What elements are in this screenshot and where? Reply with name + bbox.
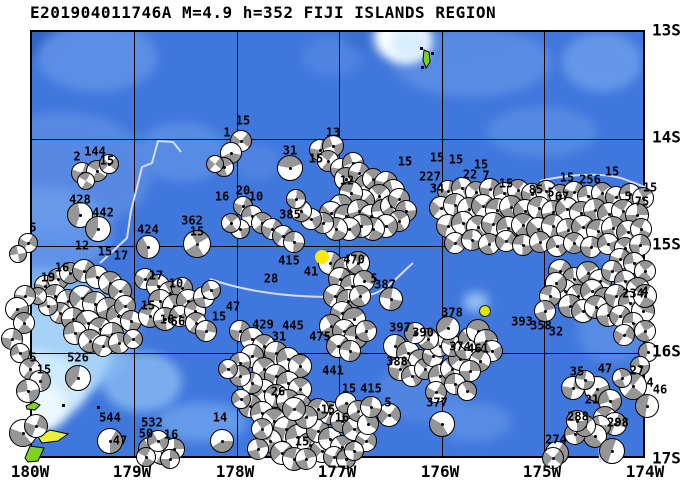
- axis-label-longitude: 177W: [317, 462, 357, 481]
- axis-label-longitude: 176W: [420, 462, 460, 481]
- axis-label-latitude: 16S: [652, 341, 681, 361]
- axis-label-longitude: 174W: [625, 462, 665, 481]
- focal-mechanism-beachball: [10, 343, 30, 363]
- beachball-center-dot: [18, 351, 22, 355]
- grid-line-vertical: [134, 32, 135, 456]
- beachball-center-dot: [22, 321, 26, 325]
- grid-line-horizontal: [32, 246, 643, 247]
- beachball-center-dot: [23, 294, 27, 298]
- bathymetry-patch: [592, 192, 643, 272]
- bathymetry-patch: [487, 107, 597, 157]
- axis-label-longitude: 180W: [10, 462, 50, 481]
- depth-label: 46: [652, 382, 668, 397]
- grid-line-vertical: [442, 32, 443, 456]
- bathymetry-patch: [463, 292, 489, 312]
- axis-label-latitude: 14S: [652, 127, 681, 147]
- bathymetry-patch: [232, 144, 282, 180]
- map-frame: [30, 30, 645, 458]
- focal-mechanism-beachball: [1, 328, 23, 350]
- grid-line-vertical: [237, 32, 238, 456]
- beachball-center-dot: [646, 350, 650, 354]
- focal-mechanism-beachball: [9, 245, 27, 263]
- axis-label-longitude: 178W: [215, 462, 255, 481]
- focal-mechanism-beachball: [5, 297, 29, 321]
- axis-label-latitude: 17S: [652, 448, 681, 468]
- bathymetry-patch: [157, 402, 247, 442]
- grid-line-horizontal: [32, 139, 643, 140]
- grid-line-vertical: [339, 32, 340, 456]
- axis-label-latitude: 15S: [652, 234, 681, 254]
- axis-label-longitude: 179W: [112, 462, 152, 481]
- page-title: E201904011746A M=4.9 h=352 FIJI ISLANDS …: [30, 3, 497, 22]
- axis-label-latitude: 13S: [652, 20, 681, 40]
- bathymetry-patch: [102, 352, 182, 412]
- axis-label-longitude: 175W: [522, 462, 562, 481]
- bathymetry-patch: [432, 402, 512, 442]
- beachball-center-dot: [15, 307, 19, 311]
- grid-line-horizontal: [32, 353, 643, 354]
- beachball-center-dot: [10, 337, 14, 341]
- bathymetry-patch: [37, 32, 157, 92]
- grid-line-vertical: [544, 32, 545, 456]
- beachball-center-dot: [21, 431, 25, 435]
- bathymetry-patch: [562, 32, 642, 92]
- depth-label: 4: [646, 375, 654, 390]
- beachball-center-dot: [645, 404, 649, 408]
